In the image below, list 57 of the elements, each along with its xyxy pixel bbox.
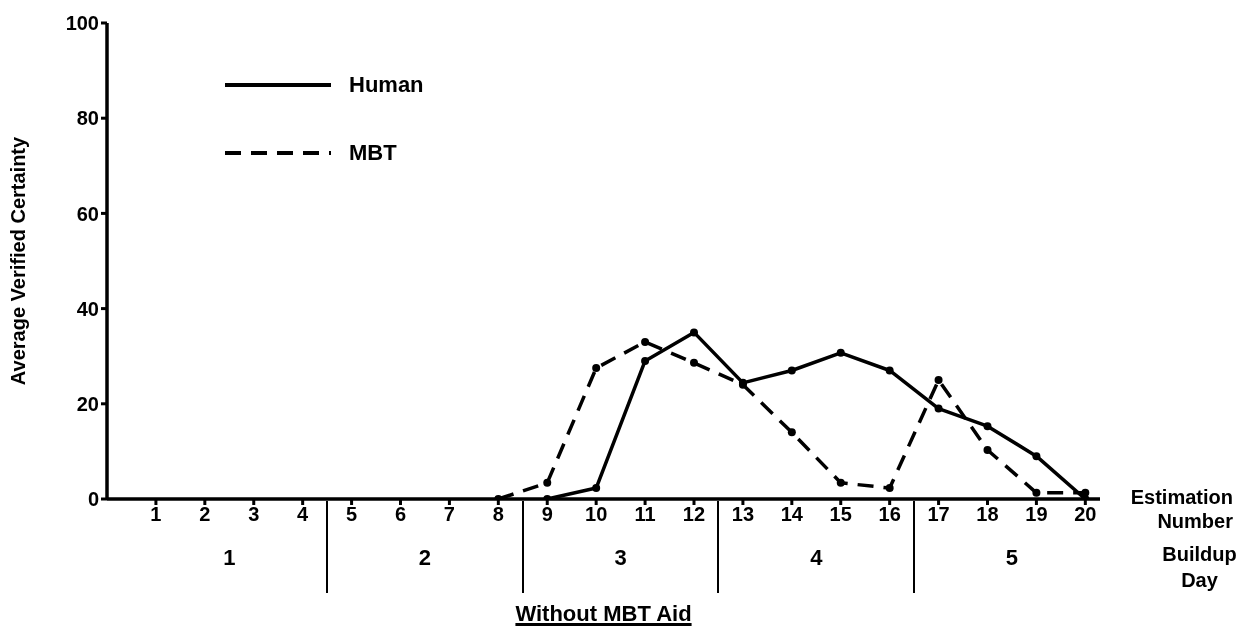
x-tick-label: 15: [829, 503, 852, 526]
point: [885, 484, 894, 493]
point: [983, 422, 992, 431]
point: [543, 478, 552, 487]
x-tick-label: 4: [297, 503, 310, 526]
x-tick-label: 6: [394, 503, 407, 526]
x-tick-label: 12: [682, 503, 706, 526]
y-tick-label: 80: [76, 107, 99, 130]
x-tick-label: 7: [443, 503, 455, 526]
y-tick-label: 60: [76, 202, 99, 225]
point: [1032, 488, 1041, 497]
x-tick-label: 10: [585, 503, 608, 526]
point: [983, 445, 992, 454]
point: [787, 366, 796, 375]
point: [836, 348, 845, 357]
point: [592, 364, 601, 373]
text: 1: [222, 545, 237, 571]
x-tick-label: 8: [492, 503, 504, 526]
point: [690, 358, 698, 367]
x-tick-label: 20: [1074, 503, 1097, 526]
x-tick-label: 18: [976, 503, 999, 526]
point: [934, 376, 943, 384]
text: 3: [613, 545, 628, 571]
x-tick-label: 9: [541, 503, 553, 526]
point: [836, 478, 845, 487]
x-tick-label: 16: [878, 503, 901, 526]
point: [885, 366, 894, 375]
x-tick-label: 13: [731, 503, 755, 526]
point: [641, 356, 650, 365]
y-tick-label: 20: [76, 392, 99, 415]
point: [641, 337, 650, 346]
x-tick-label: 5: [346, 503, 358, 526]
point: [592, 484, 601, 493]
y-tick-label: 100: [65, 12, 99, 35]
text: 5: [1004, 545, 1020, 571]
x-tick-label: 11: [634, 503, 656, 526]
legend-label: Human: [349, 72, 424, 98]
point: [1081, 488, 1090, 497]
y-tick-label: 40: [76, 297, 99, 320]
x-tick-label: 14: [780, 503, 804, 526]
point: [1032, 452, 1041, 461]
text: Without MBT Aid: [515, 601, 692, 626]
y-axis-title: Average Verified Certainty: [7, 136, 30, 386]
x-tick-label: 19: [1025, 503, 1048, 526]
legend-label: MBT: [349, 140, 397, 166]
text: Buildup Day: [1162, 542, 1237, 593]
x-tick-label: 17: [927, 503, 950, 526]
text: 4: [809, 545, 824, 571]
text: 2: [417, 545, 433, 571]
x-tick-label: 2: [199, 503, 211, 526]
point: [787, 428, 796, 437]
x-tick-label: 1: [150, 503, 162, 526]
y-tick-label: 0: [87, 488, 99, 511]
x-axis-title: Estimation Number: [1129, 485, 1233, 533]
x-tick-label: 3: [248, 503, 260, 526]
point: [690, 328, 698, 337]
point: [934, 404, 943, 413]
